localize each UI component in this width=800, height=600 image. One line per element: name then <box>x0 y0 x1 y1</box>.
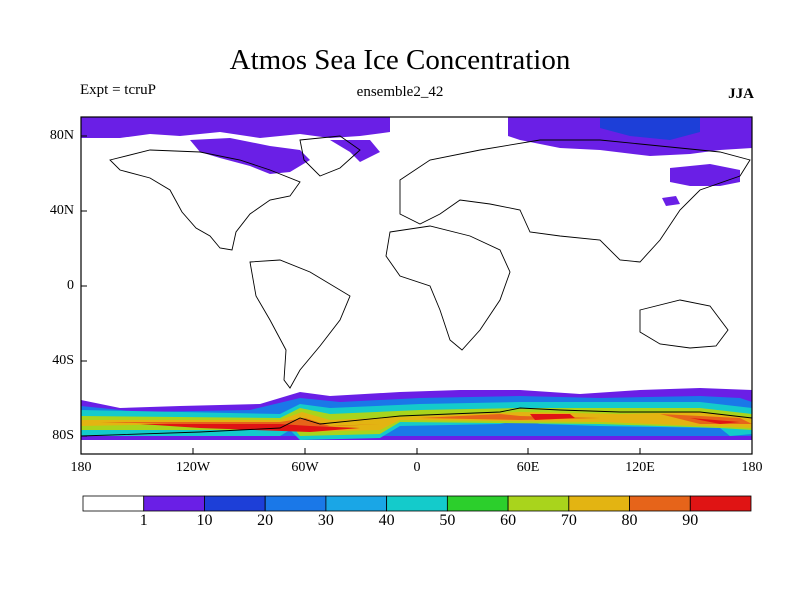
lat-label-80n: 80N <box>49 128 74 143</box>
colorbar <box>82 495 752 512</box>
lat-label-80s: 80S <box>52 428 74 443</box>
colorbar-label: 40 <box>378 512 395 529</box>
colorbar-swatch <box>507 495 570 512</box>
colorbar-swatch <box>82 495 145 512</box>
colorbar-swatch <box>264 495 327 512</box>
lon-label-180e: 180 <box>741 460 763 475</box>
colorbar-label: 50 <box>439 512 456 529</box>
experiment-label: Expt = tcruP <box>80 82 156 98</box>
lon-label-60w: 60W <box>291 460 319 475</box>
lat-label-40s: 40S <box>52 353 74 368</box>
lon-label-60e: 60E <box>516 460 540 475</box>
colorbar-swatch <box>325 495 388 512</box>
colorbar-swatch <box>629 495 691 512</box>
colorbar-label: 80 <box>621 512 638 529</box>
colorbar-swatch <box>568 495 630 512</box>
colorbar-label: 70 <box>560 512 577 529</box>
ensemble-label: ensemble2_42 <box>356 84 444 100</box>
colorbar-label: 10 <box>196 512 213 529</box>
lon-label-120w: 120W <box>175 460 211 475</box>
colorbar-label: 60 <box>500 512 517 529</box>
colorbar-swatch <box>143 495 205 512</box>
colorbar-swatch <box>689 495 752 512</box>
antarctic-sea-ice <box>81 388 752 440</box>
map-title: Atmos Sea Ice Concentration <box>229 44 571 76</box>
axis-ticks <box>80 135 753 454</box>
colorbar-label: 90 <box>682 512 699 529</box>
colorbar-label: 1 <box>139 512 148 529</box>
colorbar-label: 30 <box>317 512 334 529</box>
colorbar-swatch <box>204 495 266 512</box>
lon-label-180w: 180 <box>70 460 92 475</box>
lat-label-40n: 40N <box>49 203 74 218</box>
coastlines <box>80 135 753 437</box>
season-label: JJA <box>728 86 754 102</box>
colorbar-swatch <box>446 495 509 512</box>
lon-label-120e: 120E <box>625 460 655 475</box>
arctic-sea-ice <box>81 117 752 206</box>
colorbar-swatch <box>386 495 448 512</box>
colorbar-label: 20 <box>257 512 274 529</box>
lat-label-0: 0 <box>67 278 74 293</box>
lon-label-0: 0 <box>413 460 421 475</box>
